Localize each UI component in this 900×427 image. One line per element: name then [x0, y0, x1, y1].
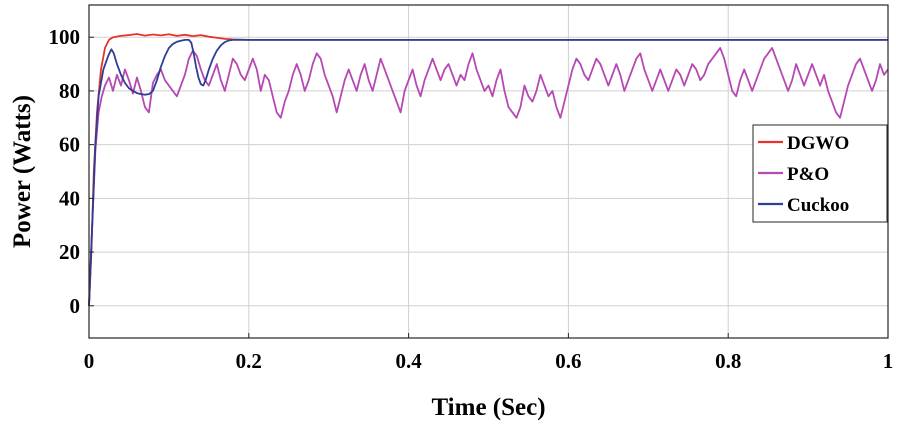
plot-frame — [88, 4, 889, 339]
y-tick-label-5: 100 — [49, 25, 81, 49]
x-axis-label: Time (Sec) — [431, 394, 545, 421]
x-axis-ticks: 0 0.2 0.4 0.6 0.8 1 — [84, 333, 894, 373]
legend-label-dgwo: DGWO — [787, 133, 849, 154]
y-tick-label-2: 40 — [59, 186, 80, 210]
series-line-p-o — [88, 47, 889, 306]
legend-label-cuckoo: Cuckoo — [787, 195, 849, 216]
y-axis-ticks: 0 20 40 60 80 100 — [49, 25, 94, 318]
legend-label-p-o: P&O — [787, 164, 829, 185]
y-tick-label-4: 80 — [59, 79, 80, 103]
y-axis-label: Power (Watts) — [9, 95, 36, 248]
x-tick-label-4: 0.8 — [715, 349, 741, 373]
x-tick-label-0: 0 — [84, 349, 95, 373]
x-tick-label-3: 0.6 — [555, 349, 581, 373]
x-tick-label-1: 0.2 — [236, 349, 262, 373]
series-line-cuckoo — [88, 39, 888, 306]
x-tick-label-5: 1 — [883, 349, 894, 373]
y-tick-label-1: 20 — [59, 240, 80, 264]
y-tick-label-0: 0 — [70, 294, 81, 318]
series-lines — [88, 33, 889, 306]
x-tick-label-2: 0.4 — [395, 349, 422, 373]
legend: DGWO P&O Cuckoo — [752, 124, 888, 223]
y-tick-label-3: 60 — [59, 133, 80, 157]
